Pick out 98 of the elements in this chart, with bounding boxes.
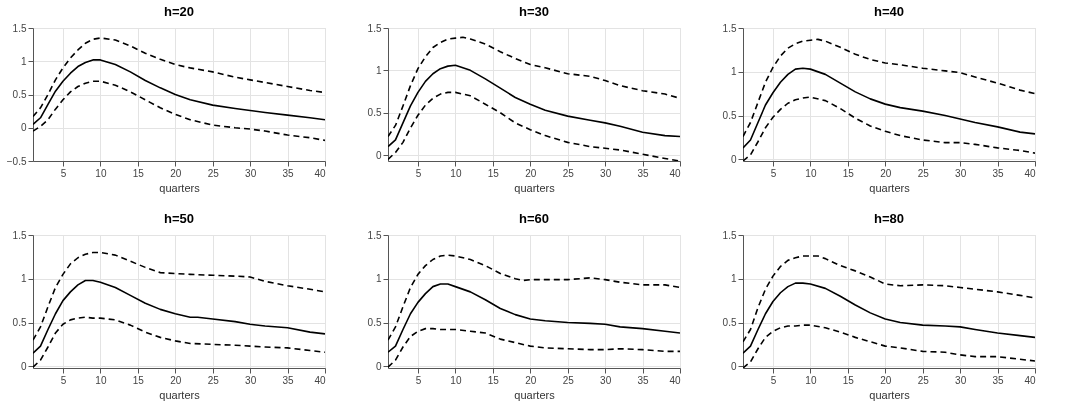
line-series xyxy=(33,279,325,354)
x-tick-label: 30 xyxy=(600,374,612,386)
y-tick-label: 0.5 xyxy=(367,317,382,328)
x-tick-label: 15 xyxy=(132,374,145,386)
y-tick-label: 1.5 xyxy=(722,229,737,241)
y-tick-label: 1.5 xyxy=(367,22,382,34)
x-tick-label: 25 xyxy=(917,374,930,386)
x-tick-label: 5 xyxy=(415,167,422,179)
x-tick-label: 15 xyxy=(842,374,855,386)
chart-title: h=50 xyxy=(164,211,194,226)
line-series xyxy=(743,255,1035,343)
x-tick-label: 15 xyxy=(132,167,145,179)
y-tick-label: 0 xyxy=(20,122,27,134)
y-tick-label: 1 xyxy=(375,273,382,285)
y-tick-label: 0.5 xyxy=(12,317,27,328)
y-tick-label: 0 xyxy=(20,360,27,372)
x-tick-label: 10 xyxy=(450,374,462,386)
x-tick-label: 20 xyxy=(880,374,892,386)
x-tick-label: 15 xyxy=(487,167,500,179)
y-tick-label: −0.5 xyxy=(6,155,27,167)
x-tick-label: 30 xyxy=(955,167,967,179)
x-tick-label: 30 xyxy=(600,167,612,179)
line-series xyxy=(388,254,680,341)
x-tick-label: 40 xyxy=(669,374,681,386)
x-tick-label: 40 xyxy=(314,167,326,179)
x-tick-label: 5 xyxy=(770,167,777,179)
y-tick-label: 0 xyxy=(730,153,737,165)
x-tick-label: 10 xyxy=(95,374,107,386)
y-tick-label: 1 xyxy=(20,273,27,285)
x-tick-label: 20 xyxy=(170,167,182,179)
x-tick-label: 10 xyxy=(95,167,107,179)
y-tick-label: 1.5 xyxy=(12,22,27,34)
line-series xyxy=(743,38,1035,138)
x-tick-label: 35 xyxy=(992,167,1005,179)
y-tick-label: 1.5 xyxy=(722,22,737,34)
line-series xyxy=(33,251,325,341)
line-series xyxy=(743,67,1035,149)
x-tick-label: 30 xyxy=(245,374,257,386)
x-tick-label: 40 xyxy=(1024,374,1036,386)
x-tick-label: 5 xyxy=(770,374,777,386)
line-series xyxy=(33,37,325,118)
x-tick-label: 20 xyxy=(880,167,892,179)
x-tick-label: 25 xyxy=(207,374,220,386)
x-tick-label: 15 xyxy=(487,374,500,386)
y-tick-label: 1 xyxy=(20,55,27,67)
chart-title: h=20 xyxy=(164,4,194,19)
y-tick-label: 0 xyxy=(375,360,382,372)
x-axis-title: quarters xyxy=(514,181,556,194)
line-series xyxy=(33,59,325,126)
line-series xyxy=(33,80,325,142)
chart-title: h=80 xyxy=(874,211,904,226)
x-tick-label: 35 xyxy=(637,167,650,179)
x-tick-label: 25 xyxy=(917,167,930,179)
x-tick-label: 5 xyxy=(60,167,67,179)
y-tick-label: 1.5 xyxy=(367,229,382,241)
x-tick-label: 10 xyxy=(805,167,817,179)
x-tick-label: 40 xyxy=(1024,167,1036,179)
y-tick-label: 1.5 xyxy=(12,229,27,241)
x-tick-label: 5 xyxy=(60,374,67,386)
chart-title: h=60 xyxy=(519,211,549,226)
y-tick-label: 0.5 xyxy=(722,110,737,121)
x-tick-label: 30 xyxy=(245,167,257,179)
x-tick-label: 35 xyxy=(282,167,295,179)
line-series xyxy=(743,282,1035,354)
x-tick-label: 10 xyxy=(805,374,817,386)
line-series xyxy=(388,64,680,148)
y-tick-label: 1 xyxy=(375,64,382,76)
x-axis-title: quarters xyxy=(159,388,201,401)
x-tick-label: 20 xyxy=(525,167,537,179)
y-tick-label: 0.5 xyxy=(12,89,27,100)
x-axis-title: quarters xyxy=(869,388,911,401)
x-tick-label: 5 xyxy=(415,374,422,386)
x-axis-title: quarters xyxy=(514,388,556,401)
x-tick-label: 40 xyxy=(669,167,681,179)
x-tick-label: 25 xyxy=(562,167,575,179)
y-tick-label: 0.5 xyxy=(367,107,382,119)
y-tick-label: 1 xyxy=(730,273,737,285)
x-tick-label: 35 xyxy=(637,374,650,386)
y-tick-label: 1 xyxy=(730,66,737,78)
line-series xyxy=(388,283,680,354)
x-tick-label: 35 xyxy=(282,374,295,386)
y-tick-label: 0 xyxy=(375,149,382,161)
x-axis-title: quarters xyxy=(869,181,911,194)
y-tick-label: 0 xyxy=(730,360,737,372)
y-tick-label: 0.5 xyxy=(722,317,737,328)
x-tick-label: 20 xyxy=(525,374,537,386)
x-tick-label: 40 xyxy=(314,374,326,386)
chart-title: h=30 xyxy=(519,4,549,19)
x-tick-label: 30 xyxy=(955,374,967,386)
x-tick-label: 20 xyxy=(170,374,182,386)
x-axis-title: quarters xyxy=(159,181,201,194)
x-tick-label: 15 xyxy=(842,167,855,179)
x-tick-label: 25 xyxy=(562,374,575,386)
x-tick-label: 25 xyxy=(207,167,220,179)
chart-title: h=40 xyxy=(874,4,904,19)
x-tick-label: 35 xyxy=(992,374,1005,386)
x-tick-label: 10 xyxy=(450,167,462,179)
line-series xyxy=(388,36,680,138)
